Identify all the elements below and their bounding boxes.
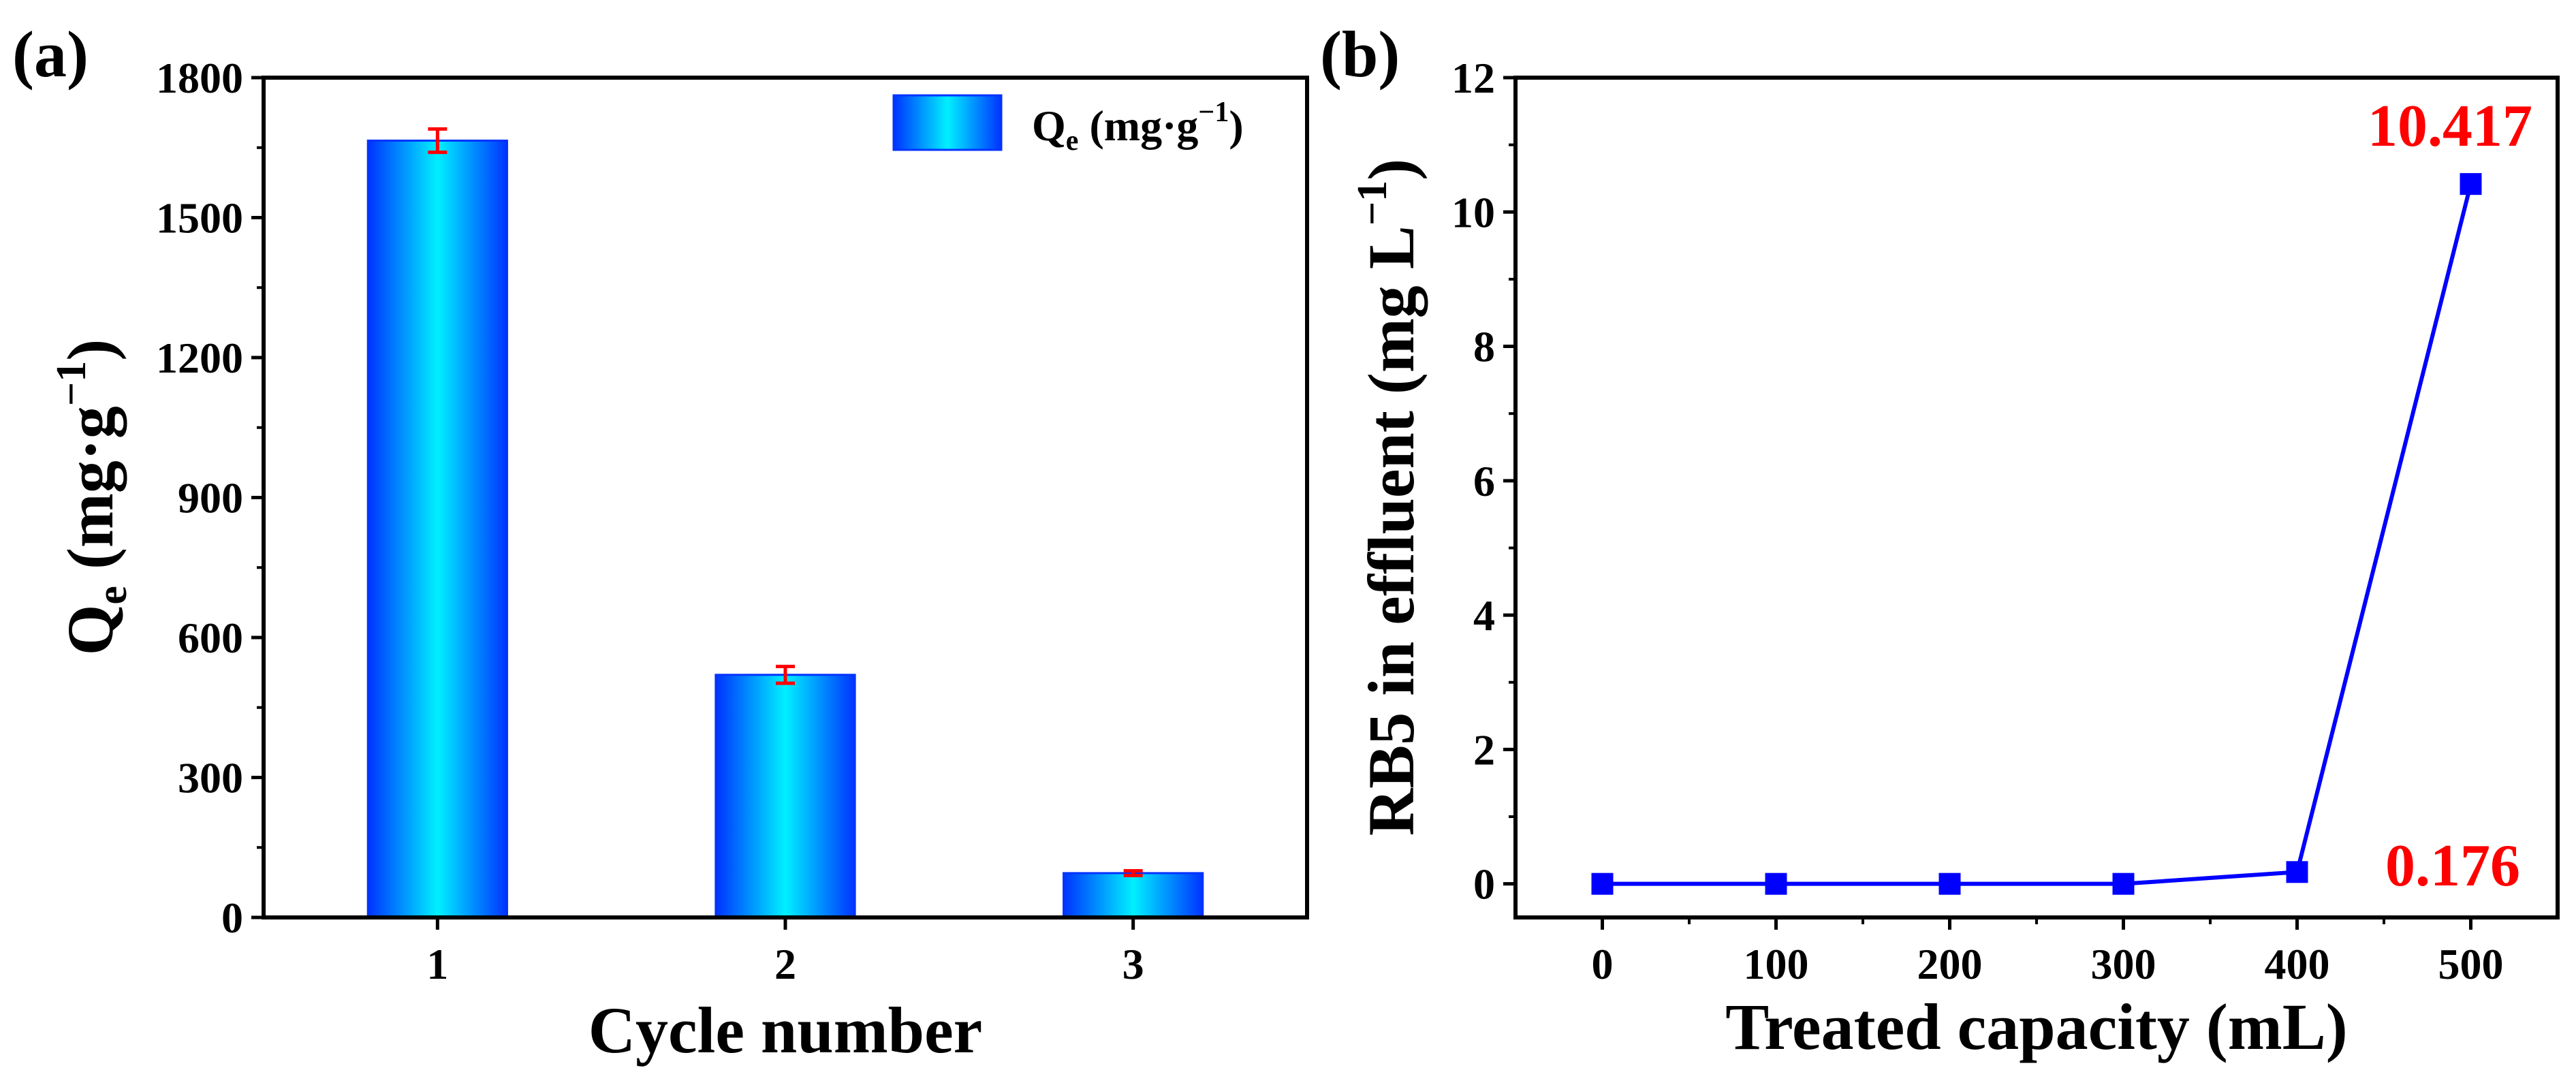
data-point-marker <box>1938 872 1961 895</box>
panel-label-b: (b) <box>1320 18 1400 91</box>
bar-cycle-1 <box>366 139 508 919</box>
legend-swatch <box>892 94 1003 151</box>
x-tick-label: 0 <box>1592 940 1614 988</box>
x-tick-label: 200 <box>1917 940 1983 988</box>
plot-frame-b <box>1513 76 2560 919</box>
x-tick-label: 300 <box>2091 940 2156 988</box>
annotation-400ml-value: 0.176 <box>2385 833 2520 899</box>
legend: Qe (mg·g−1) <box>892 94 1244 157</box>
x-tick-label: 1 <box>426 940 448 988</box>
y-axis-title-a: Qe (mg·g−1) <box>48 339 136 655</box>
y-tick-label: 8 <box>1473 323 1495 371</box>
y-tick-label: 0 <box>221 894 243 942</box>
y-tick-label: 6 <box>1473 457 1495 505</box>
x-tick-label: 500 <box>2438 940 2504 988</box>
bar-series <box>366 139 1204 919</box>
y-tick-label: 300 <box>178 754 243 802</box>
panel-label-a: (a) <box>12 18 89 91</box>
x-axis-title-a: Cycle number <box>588 994 983 1067</box>
y-tick-label: 2 <box>1473 725 1495 774</box>
bar-chart-panel: (a) 0 300 600 900 1200 1500 1800 1 2 3 Qe (mg·g−… <box>12 18 1309 1067</box>
x-axis-ticks-a: 1 2 3 <box>426 917 1144 988</box>
x-tick-label: 2 <box>774 940 796 988</box>
data-point-marker <box>2460 173 2482 195</box>
y-axis-ticks-a: 0 300 600 900 1200 1500 1800 <box>156 54 264 942</box>
y-axis-title-b: RB5 in effluent (mg L−1) <box>1349 159 1428 836</box>
x-tick-label: 400 <box>2265 940 2330 988</box>
error-bars <box>428 127 1143 877</box>
y-tick-label: 0 <box>1473 860 1495 909</box>
legend-label: Qe (mg·g−1) <box>1032 97 1244 157</box>
data-point-marker <box>2286 861 2308 883</box>
line-chart-panel: (b) 0 2 4 6 8 10 12 0 100 200 300 400 500 10.417 0.… <box>1320 18 2560 1063</box>
x-axis-ticks-b: 0 100 200 300 400 500 <box>1592 917 2504 988</box>
data-point-marker <box>1765 872 1787 895</box>
y-tick-label: 1500 <box>156 194 243 242</box>
x-tick-label: 3 <box>1122 940 1144 988</box>
bar-cycle-3 <box>1063 872 1204 919</box>
y-axis-ticks-b: 0 2 4 6 8 10 12 <box>1451 54 1515 909</box>
x-axis-title-b: Treated capacity (mL) <box>1725 990 2348 1063</box>
data-series-line <box>1602 183 2473 886</box>
y-tick-label: 4 <box>1473 591 1495 640</box>
x-tick-label: 100 <box>1744 940 1809 988</box>
y-tick-label: 12 <box>1451 54 1495 102</box>
y-tick-label: 600 <box>178 614 243 662</box>
data-point-marker <box>2112 872 2135 895</box>
y-tick-label: 900 <box>178 474 243 522</box>
y-tick-label: 10 <box>1451 188 1495 236</box>
data-series-markers <box>1591 173 2482 895</box>
bar-cycle-2 <box>714 674 856 919</box>
y-tick-label: 1800 <box>156 54 243 102</box>
series-line <box>1602 183 2473 886</box>
annotation-max-value: 10.417 <box>2368 93 2532 159</box>
y-tick-label: 1200 <box>156 334 243 382</box>
data-point-marker <box>1591 872 1614 895</box>
